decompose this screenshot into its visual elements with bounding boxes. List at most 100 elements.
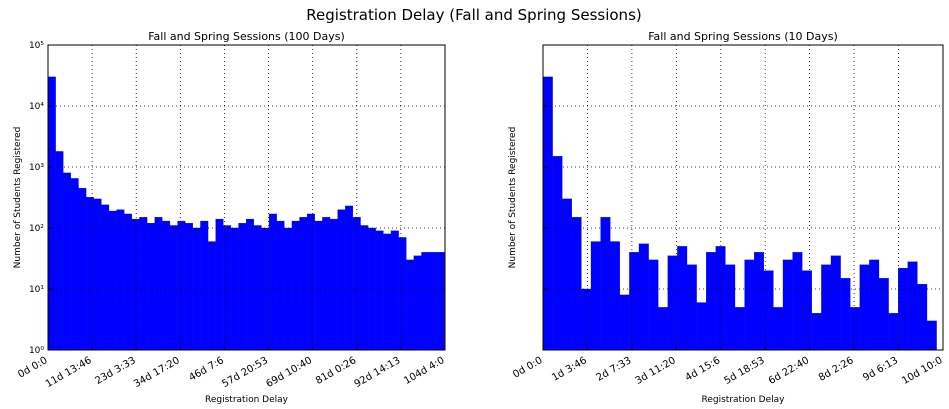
axes-frame — [47, 44, 446, 351]
bar — [830, 255, 841, 351]
bar — [223, 225, 232, 351]
bar — [734, 307, 745, 351]
bar — [154, 217, 163, 351]
x-tick-label: 8d 2:26 — [817, 355, 856, 384]
x-tick-label: 0d 0:0 — [16, 355, 49, 381]
bar — [686, 264, 697, 351]
bar — [398, 237, 407, 351]
bar — [329, 218, 338, 351]
x-tick-label: 5d 18:53 — [722, 355, 766, 387]
bar — [413, 255, 422, 351]
x-tick-label: 69d 10:40 — [264, 355, 314, 390]
x-axis-label: Registration Delay — [702, 395, 786, 405]
bar — [314, 220, 323, 351]
y-tick-label: 10² — [29, 224, 44, 234]
bar — [291, 220, 300, 351]
bar — [337, 209, 346, 351]
bar — [101, 204, 110, 351]
x-tick-label: 6d 22:40 — [767, 355, 811, 387]
bar — [436, 252, 445, 351]
x-tick-label: 2d 7:33 — [595, 355, 634, 384]
bar — [246, 218, 254, 351]
bar — [375, 230, 384, 351]
bar — [177, 220, 186, 351]
bar — [638, 243, 649, 351]
y-axis-label: Number of Students Registered — [508, 127, 518, 269]
bar — [131, 218, 140, 351]
bar — [552, 156, 563, 351]
bar — [610, 241, 620, 351]
bar — [581, 288, 592, 351]
bar — [345, 205, 354, 351]
bar — [600, 217, 611, 351]
bar — [629, 252, 640, 351]
x-tick-label: 10d 10:0 — [900, 355, 944, 387]
bar — [802, 270, 812, 351]
bar — [307, 213, 315, 351]
bar — [78, 188, 87, 351]
bar — [207, 241, 216, 351]
bar — [169, 225, 178, 351]
bar — [821, 264, 832, 351]
bar — [124, 213, 132, 351]
x-tick-label: 0d 0:0 — [511, 355, 544, 381]
bar — [648, 259, 659, 351]
x-tick-label: 23d 3:33 — [93, 355, 137, 387]
bar — [850, 307, 860, 351]
y-tick-label: 10³ — [29, 163, 44, 173]
bar — [744, 259, 755, 351]
bar — [268, 213, 277, 351]
bar — [677, 246, 688, 351]
bar — [47, 76, 56, 351]
bar — [754, 252, 764, 351]
x-tick-label: 81d 0:26 — [314, 355, 358, 387]
bar — [162, 220, 171, 351]
bar — [571, 217, 582, 351]
bar — [360, 225, 369, 351]
bar — [907, 261, 918, 351]
bar — [139, 217, 148, 351]
chart-title: Fall and Spring Sessions (100 Days) — [148, 30, 345, 43]
bar — [108, 210, 117, 351]
bar — [276, 220, 285, 351]
bar — [811, 313, 822, 351]
bar — [773, 307, 784, 351]
bar — [428, 252, 437, 351]
x-tick-label: 46d 7:6 — [187, 355, 226, 384]
bar — [93, 198, 102, 351]
x-tick-label: 34d 17:20 — [132, 355, 182, 390]
bar — [840, 278, 851, 351]
y-tick-label: 10⁰ — [29, 346, 44, 356]
bar — [146, 223, 155, 351]
bar — [763, 270, 774, 351]
bar — [792, 252, 803, 351]
bar — [116, 209, 125, 351]
bar — [299, 217, 308, 351]
bar — [367, 227, 376, 351]
bar — [185, 223, 193, 351]
y-tick-label: 10⁵ — [29, 41, 44, 51]
bar — [888, 313, 899, 351]
axes-frame — [542, 44, 944, 351]
bar — [70, 178, 79, 351]
bar — [869, 259, 880, 351]
bar — [590, 241, 601, 351]
x-tick-label: 4d 15:6 — [684, 355, 723, 384]
bar — [782, 259, 793, 351]
bar — [383, 233, 392, 351]
bar — [63, 172, 72, 351]
figure-title: Registration Delay (Fall and Spring Sess… — [306, 6, 641, 24]
bar — [253, 225, 262, 351]
bar — [696, 302, 707, 351]
bar — [542, 76, 553, 351]
bar — [859, 264, 870, 351]
bar — [706, 252, 716, 351]
bar — [85, 197, 94, 351]
bar — [390, 230, 399, 351]
bar — [658, 307, 668, 351]
x-tick-label: 11d 13:46 — [44, 355, 94, 390]
bar — [200, 220, 209, 351]
bar — [55, 151, 64, 351]
bar — [238, 223, 247, 351]
